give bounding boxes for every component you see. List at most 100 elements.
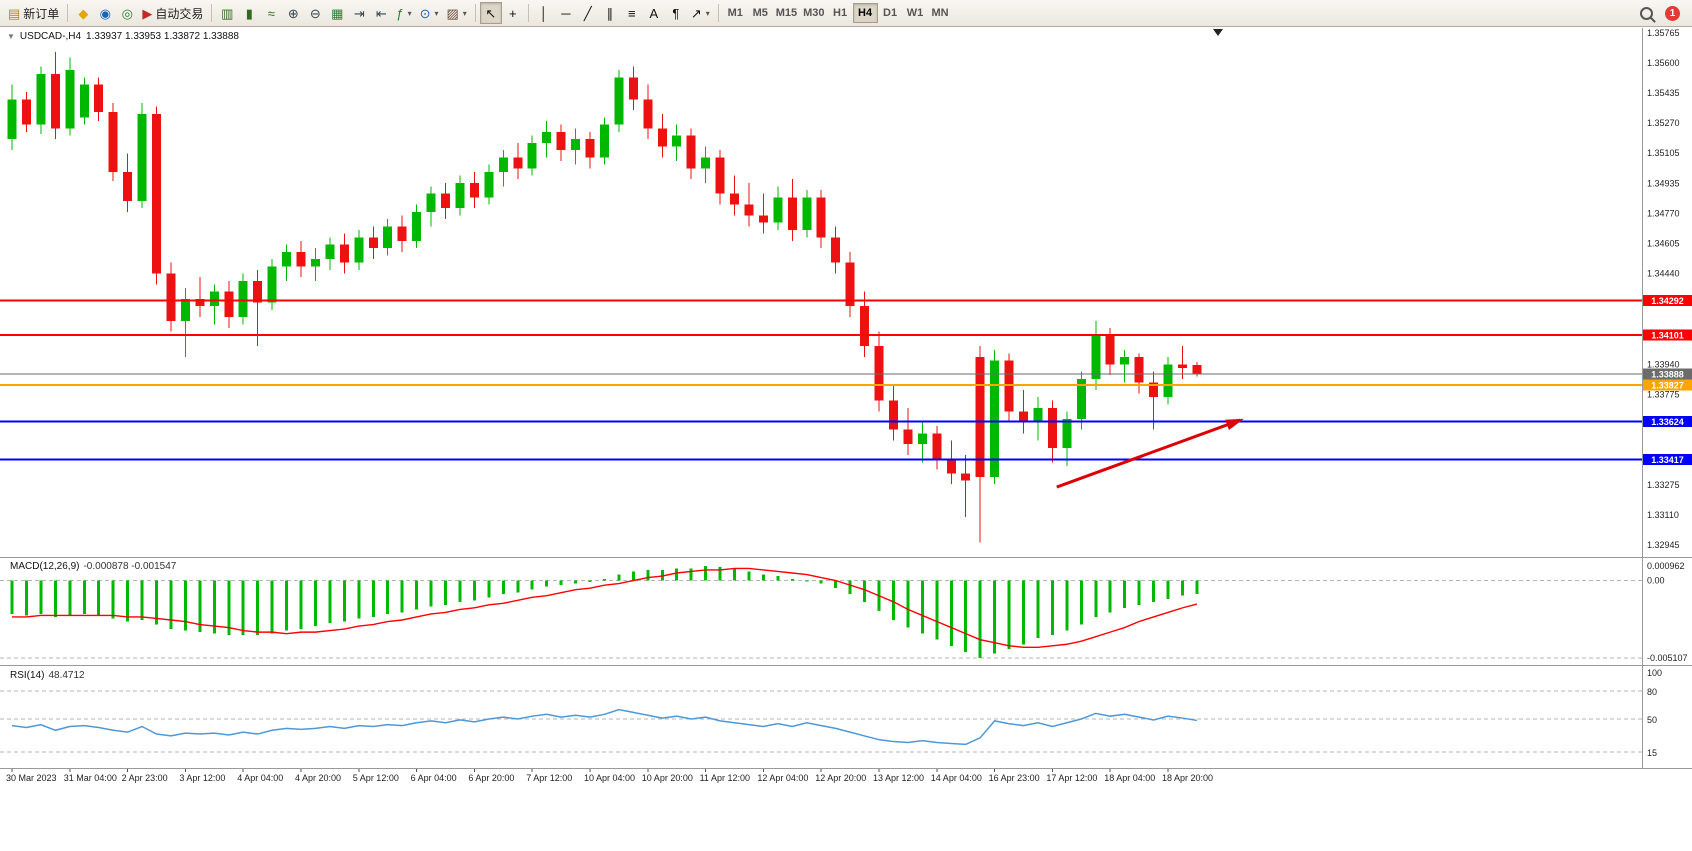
toolbar-separator: [474, 4, 476, 22]
macd-histogram-bar: [834, 580, 838, 589]
equidistant-channel-button[interactable]: ∥: [599, 2, 621, 24]
candle-body: [701, 157, 711, 169]
macd-histogram-bar: [1180, 580, 1184, 596]
templates-button[interactable]: ▨ ▾: [443, 2, 471, 24]
candle-body: [657, 128, 667, 147]
chart-bars-button[interactable]: ▥: [216, 2, 238, 24]
candle-body: [614, 77, 624, 125]
new-order-button[interactable]: ▤ 新订单: [4, 2, 63, 24]
text-button[interactable]: A: [643, 2, 665, 24]
chart-candles-button[interactable]: ▮: [238, 2, 260, 24]
macd-histogram-bar: [819, 580, 823, 584]
price-tag: [1643, 453, 1692, 465]
candle-body: [282, 251, 292, 267]
timeframe-m30-button[interactable]: M30: [800, 3, 827, 23]
chart-line-button[interactable]: ≈: [260, 2, 282, 24]
macd-histogram-bar: [357, 580, 361, 619]
horizontal-line-button[interactable]: ─: [555, 2, 577, 24]
price-tag: [1643, 368, 1692, 380]
chart-title-bar: ▼ USDCAD-,H4 1.33937 1.33953 1.33872 1.3…: [7, 31, 239, 42]
search-icon[interactable]: [1640, 6, 1653, 20]
macd-histogram-bar: [97, 580, 101, 616]
macd-histogram-bar: [1022, 580, 1025, 645]
timeframe-mn-button[interactable]: MN: [928, 3, 953, 23]
macd-histogram-bar: [183, 580, 187, 631]
time-axis-label: 10 Apr 20:00: [642, 773, 693, 783]
terminal-button[interactable]: ◎: [116, 2, 138, 24]
candle-body: [50, 73, 60, 129]
fibonacci-button[interactable]: ≡: [621, 2, 643, 24]
macd-histogram-bar: [1036, 580, 1040, 639]
time-axis-label: 12 Apr 04:00: [757, 773, 808, 783]
timeframe-m5-button[interactable]: M5: [748, 3, 773, 23]
candle-body: [296, 251, 306, 267]
crosshair-button[interactable]: +: [502, 2, 524, 24]
arrows-tool-button[interactable]: ↗ ▾: [687, 2, 714, 24]
macd-histogram-bar: [444, 580, 447, 605]
periods-button[interactable]: ⊙ ▾: [416, 2, 443, 24]
macd-histogram-bar: [906, 580, 910, 628]
vertical-line-button[interactable]: │: [533, 2, 555, 24]
timeframe-h1-button[interactable]: H1: [828, 3, 853, 23]
templates-icon: ▨: [446, 5, 459, 21]
candle-body: [325, 244, 335, 260]
rsi-axis-label: 50: [1647, 715, 1657, 725]
candle-body: [1033, 407, 1043, 423]
auto-scroll-button[interactable]: ⇥: [348, 2, 370, 24]
macd-histogram-bar: [501, 580, 505, 595]
rsi-name: RSI(14): [10, 670, 45, 681]
time-axis-label: 16 Apr 23:00: [989, 773, 1040, 783]
macd-histogram-bar: [559, 580, 563, 586]
candle-body: [860, 306, 870, 347]
macd-histogram-bar: [675, 568, 679, 581]
notification-badge[interactable]: 1: [1665, 5, 1680, 21]
timeframe-w1-button[interactable]: W1: [903, 3, 928, 23]
text-label-button[interactable]: ¶: [665, 2, 687, 24]
macd-histogram-bar: [993, 580, 997, 654]
price-axis-label: 1.35105: [1647, 148, 1680, 158]
candle-body: [94, 84, 104, 112]
auto-trading-button[interactable]: ▶ 自动交易: [138, 2, 207, 24]
candle-body: [383, 226, 393, 249]
candle-body: [542, 131, 552, 143]
timeframe-m1-button[interactable]: M1: [723, 3, 748, 23]
macd-axis-label: -0.005107: [1647, 653, 1688, 663]
trend-arrow[interactable]: [1056, 418, 1241, 489]
price-tag: [1643, 416, 1692, 428]
chart-shift-marker[interactable]: [1213, 29, 1223, 36]
zoom-in-button[interactable]: ⊕: [282, 2, 304, 24]
line-chart-icon: ≈: [267, 5, 275, 21]
price-tag-label: 1.33827: [1651, 380, 1684, 390]
new-order-label: 新订单: [23, 6, 60, 21]
cursor-button[interactable]: ↖: [479, 2, 502, 24]
candle-body: [975, 357, 985, 477]
candle-body: [79, 84, 89, 118]
candle-body: [1019, 411, 1028, 423]
candle-body: [715, 157, 725, 194]
time-axis-label: 18 Apr 04:00: [1104, 773, 1155, 783]
indicators-button[interactable]: ƒ ▾: [392, 2, 415, 24]
market-watch-button[interactable]: ◆: [72, 2, 94, 24]
trendline-button[interactable]: ╱: [577, 2, 599, 24]
macd-histogram-bar: [429, 580, 433, 607]
navigator-button[interactable]: ◉: [94, 2, 116, 24]
price-tag: [1643, 379, 1692, 391]
chart-shift-button[interactable]: ⇤: [370, 2, 392, 24]
quick-trade-caret-icon[interactable]: ▼: [7, 32, 15, 41]
candle-body: [498, 157, 508, 172]
timeframe-d1-button[interactable]: D1: [878, 3, 903, 23]
timeframe-m15-button[interactable]: M15: [773, 3, 800, 23]
macd-histogram-bar: [111, 580, 115, 619]
timeframe-h4-button[interactable]: H4: [852, 3, 878, 23]
tile-windows-button[interactable]: ▦: [326, 2, 348, 24]
macd-histogram-bar: [733, 568, 736, 581]
zoom-out-button[interactable]: ⊖: [304, 2, 326, 24]
macd-histogram-bar: [530, 580, 534, 590]
candle-body: [65, 70, 75, 129]
fibonacci-icon: ≡: [628, 5, 636, 21]
macd-histogram-bar: [747, 571, 751, 581]
candle-body: [368, 237, 378, 249]
price-axis-label: 1.33775: [1647, 389, 1680, 399]
candle-body: [730, 193, 739, 205]
